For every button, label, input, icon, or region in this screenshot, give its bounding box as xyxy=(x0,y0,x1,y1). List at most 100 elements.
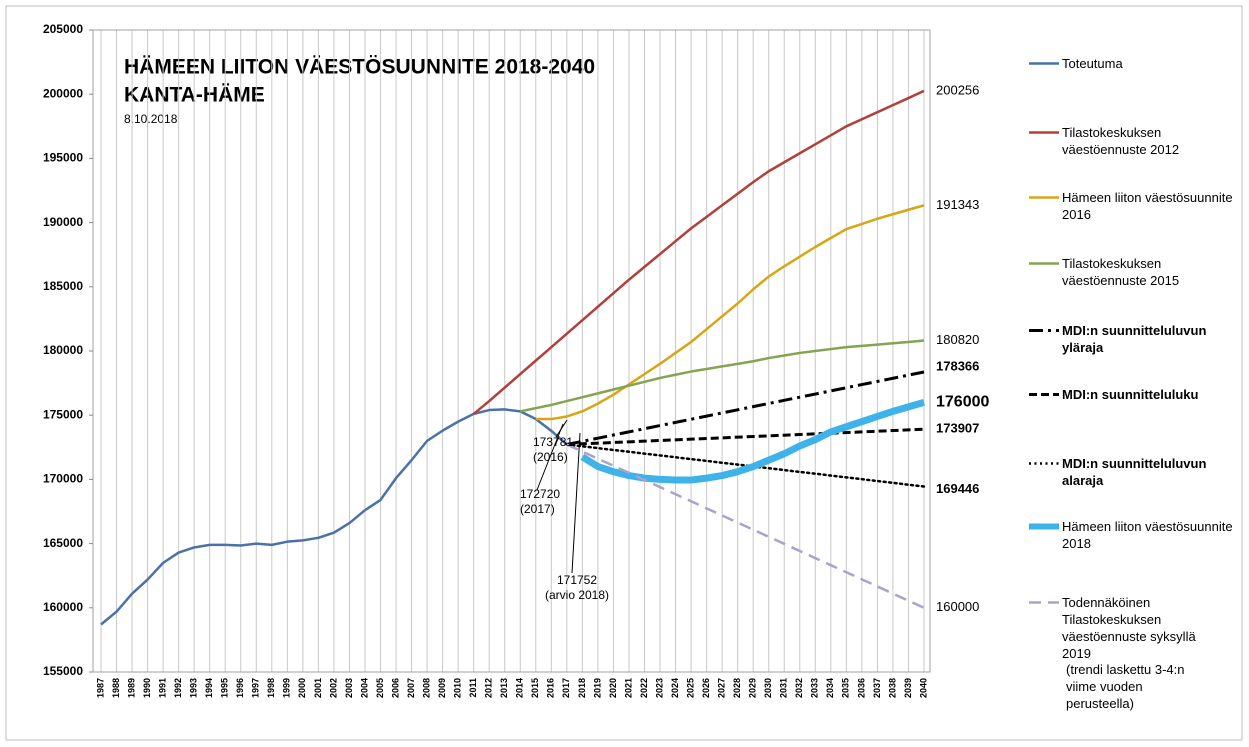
legend-swatch xyxy=(1029,196,1059,199)
end-label: 169446 xyxy=(936,481,979,496)
legend-label: Toteutuma xyxy=(1062,56,1123,71)
x-tick-label: 1988 xyxy=(111,678,121,698)
end-label: 178366 xyxy=(936,358,979,373)
legend-swatch xyxy=(1029,462,1059,465)
legend-label: Tilastokeskuksen väestöennuste 2012 xyxy=(1062,125,1180,157)
legend-note: (trendi laskettu 3-4:n viime vuoden peru… xyxy=(1066,662,1185,711)
x-tick-label: 2015 xyxy=(530,678,540,698)
annotation-leader xyxy=(571,432,581,574)
legend-entry: Hämeen liiton väestösuunnite 2016 xyxy=(1028,189,1237,223)
x-tick-label: 1991 xyxy=(157,678,167,698)
end-label: 180820 xyxy=(936,332,979,347)
x-tick-label: 2026 xyxy=(701,678,711,698)
legend-swatch xyxy=(1029,262,1059,265)
x-tick-label: 2016 xyxy=(546,678,556,698)
annotation-note: (2017) xyxy=(520,502,555,516)
series-line xyxy=(472,89,925,415)
x-tick-label: 1996 xyxy=(235,678,245,698)
x-tick-label: 2021 xyxy=(623,678,633,698)
x-tick-label: 2030 xyxy=(763,678,773,698)
legend-swatch xyxy=(1029,601,1059,604)
x-tick-label: 1993 xyxy=(189,678,199,698)
x-tick-label: 2009 xyxy=(437,678,447,698)
y-tick-label: 165000 xyxy=(43,536,83,550)
x-tick-label: 2001 xyxy=(313,678,323,698)
x-tick-label: 2035 xyxy=(841,678,851,698)
series-line xyxy=(100,408,568,626)
x-tick-label: 2039 xyxy=(903,678,913,698)
x-tick-label: 2028 xyxy=(732,678,742,698)
x-tick-label: 2000 xyxy=(297,678,307,698)
x-tick-label: 2034 xyxy=(825,678,835,698)
legend-swatch xyxy=(1029,131,1059,134)
legend-entry: Tilastokeskuksen väestöennuste 2012 xyxy=(1028,124,1237,158)
legend-swatch xyxy=(1029,523,1059,530)
x-tick-label: 2029 xyxy=(748,678,758,698)
x-tick-label: 1992 xyxy=(173,678,183,698)
y-tick-label: 185000 xyxy=(43,279,83,293)
end-label: 176000 xyxy=(936,394,989,411)
end-label: 200256 xyxy=(936,82,979,97)
x-tick-label: 2018 xyxy=(577,678,587,698)
x-tick-label: 2020 xyxy=(608,678,618,698)
legend-entry: Todennäköinen Tilastokeskuksen väestöenn… xyxy=(1028,594,1202,662)
x-tick-label: 2032 xyxy=(794,678,804,698)
legend-label: Tilastokeskuksen väestöennuste 2015 xyxy=(1062,256,1180,288)
y-tick-label: 175000 xyxy=(43,407,83,421)
end-label: 191343 xyxy=(936,197,979,212)
legend-entry: Hämeen liiton väestösuunnite 2018 xyxy=(1028,518,1237,552)
x-tick-label: 2013 xyxy=(499,678,509,698)
x-tick-label: 2004 xyxy=(359,678,369,698)
legend-label: MDI:n suunnitteluluvun yläraja xyxy=(1062,323,1207,355)
legend-entry: Toteutuma xyxy=(1028,55,1237,72)
x-tick-label: 2017 xyxy=(561,678,571,698)
plot-frame xyxy=(92,29,931,673)
x-tick-label: 2022 xyxy=(639,678,649,698)
legend-label: MDI:n suunnitteluluvun alaraja xyxy=(1062,456,1207,488)
series-line xyxy=(566,427,925,446)
x-tick-label: 2040 xyxy=(918,678,928,698)
y-tick-label: 205000 xyxy=(43,22,83,36)
x-tick-label: 2012 xyxy=(484,678,494,698)
annotation-label: 173781 xyxy=(533,435,573,449)
legend-entry: MDI:n suunnitteluluku xyxy=(1028,386,1237,403)
series-line xyxy=(566,443,925,609)
series-line xyxy=(566,370,925,446)
x-tick-label: 1994 xyxy=(204,678,214,698)
x-tick-label: 2014 xyxy=(515,678,525,698)
legend-label: Hämeen liiton väestösuunnite 2016 xyxy=(1062,190,1233,222)
x-tick-label: 2006 xyxy=(390,678,400,698)
x-tick-label: 2027 xyxy=(717,678,727,698)
end-label: 173907 xyxy=(936,421,979,436)
legend-entry: MDI:n suunnitteluluvun yläraja xyxy=(1028,322,1237,356)
legend-swatch xyxy=(1029,393,1059,396)
x-tick-label: 2024 xyxy=(670,678,680,698)
y-tick-label: 160000 xyxy=(43,600,83,614)
legend-label: Todennäköinen Tilastokeskuksen väestöenn… xyxy=(1062,595,1196,661)
x-tick-label: 1989 xyxy=(126,678,136,698)
series-line xyxy=(535,204,925,421)
x-tick-label: 2037 xyxy=(872,678,882,698)
x-tick-label: 1997 xyxy=(251,678,261,698)
x-tick-label: 1998 xyxy=(266,678,276,698)
annotation-note: (arvio 2018) xyxy=(545,588,609,602)
x-tick-label: 2011 xyxy=(468,678,478,698)
x-tick-label: 2007 xyxy=(406,678,416,698)
x-tick-label: 1990 xyxy=(142,678,152,698)
end-label: 160000 xyxy=(936,599,979,614)
chart-frame xyxy=(5,5,1243,741)
x-tick-label: 2002 xyxy=(328,678,338,698)
x-tick-label: 2036 xyxy=(856,678,866,698)
series-line xyxy=(565,443,926,488)
x-tick-label: 2003 xyxy=(344,678,354,698)
chart-title: HÄMEEN LIITON VÄESTÖSUUNNITE 2018-2040 xyxy=(124,56,595,79)
y-tick-label: 195000 xyxy=(43,151,83,165)
x-tick-label: 2031 xyxy=(779,678,789,698)
y-tick-label: 190000 xyxy=(43,215,83,229)
y-tick-label: 155000 xyxy=(43,664,83,678)
x-tick-label: 2005 xyxy=(375,678,385,698)
x-tick-label: 2008 xyxy=(421,678,431,698)
x-tick-label: 2033 xyxy=(810,678,820,698)
